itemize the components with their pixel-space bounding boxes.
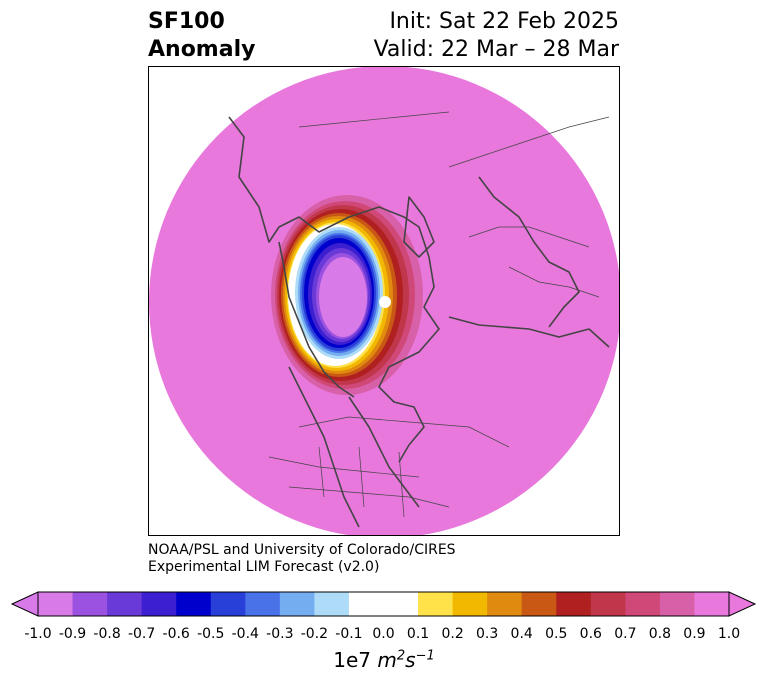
colorbar-tick-label: -0.8 [93,626,121,642]
colorbar-cell [521,592,557,616]
colorbar-tick-label: 0.6 [579,626,602,642]
colorbar-cell [659,592,695,616]
coastlines [228,116,610,528]
colorbar-tick-label: -0.3 [266,626,294,642]
border-asia-1 [448,116,610,168]
colorbar-cell [107,592,143,616]
map-title-left: SF100 Anomaly [148,8,255,64]
border-us-canada [298,416,510,448]
colorbar-cell [418,592,454,616]
colorbar-tick-label: -0.1 [335,626,363,642]
colorbar-cell [314,592,350,616]
init-date-label: Init: Sat 22 Feb 2025 [389,9,619,34]
credit-text: NOAA/PSL and University of Colorado/CIRE… [148,542,456,576]
colorbar-tick-label: -0.9 [58,626,87,642]
colorbar-tick-label: 0.3 [476,626,499,642]
map-panel [148,66,620,536]
border-asia-2 [298,111,450,128]
colorbar-extend-min [10,591,39,617]
colorbar-cell [625,592,661,616]
border-europe-2 [508,266,600,298]
colorbar-tick-label: 0.7 [614,626,637,642]
credit-line-1: NOAA/PSL and University of Colorado/CIRE… [148,542,456,558]
colorbar-tick-label: 0.2 [441,626,464,642]
colorbar-extend-max [728,591,757,617]
colorbar [10,591,757,617]
coastline-north [228,116,440,463]
border-states-2 [288,486,450,508]
colorbar-tick-label: -0.7 [127,626,156,642]
colorbar-cell [487,592,523,616]
north-pole-marker [379,296,391,308]
valid-range-label: Valid: 22 Mar – 28 Mar [373,37,619,62]
colorbar-tick-label: -0.6 [162,626,190,642]
units-exp2: −1 [415,648,435,664]
coastline-europe [448,316,610,348]
colorbar-cell [383,592,419,616]
credit-line-2: Experimental LIM Forecast (v2.0) [148,559,380,575]
colorbar-tick-label: 0.9 [683,626,706,642]
colorbar-cell [245,592,281,616]
colorbar-cell [141,592,177,616]
colorbar-cell [452,592,488,616]
colorbar-tick-label: 0.1 [406,626,430,642]
colorbar-tick-label: -0.4 [231,626,259,642]
colorbar-tick-label: 0.0 [372,626,395,642]
colorbar-tick-label: -1.0 [24,626,52,642]
colorbar-cell [694,592,730,616]
anomaly-center [319,257,367,337]
border-states-1 [268,456,420,478]
coastline-south [348,396,420,508]
colorbar-tick-label: -0.2 [300,626,329,642]
border-europe-1 [468,226,590,248]
units-main: m [377,648,397,672]
colorbar-cells [38,592,730,616]
colorbar-ticks: -1.0 -0.9 -0.8 -0.7 -0.6 -0.5 -0.4 -0.3 -0.2 -0.1… [0,626,768,646]
anomaly-field [149,67,619,535]
colorbar-units: 1e7 m2s−1 [0,648,768,672]
polar-map [149,67,619,535]
units-exp1: 2 [396,648,406,664]
units-prefix: 1e7 [333,648,378,672]
colorbar-tick-label: -0.5 [197,626,225,642]
field-type-label: Anomaly [148,37,256,62]
colorbar-cell [556,592,592,616]
colorbar-cell [348,592,384,616]
colorbar-cell [590,592,626,616]
coastline-greenland [403,196,435,258]
colorbar-cell [210,592,246,616]
colorbar-tick-label: 0.4 [510,626,533,642]
colorbar-cell [176,592,212,616]
coastline-eurasia [478,176,580,328]
coastline-west [278,241,355,398]
colorbar-outline [37,591,730,617]
colorbar-cell [279,592,315,616]
colorbar-cell [72,592,108,616]
country-borders [268,111,610,518]
colorbar-tick-label: 0.5 [545,626,568,642]
colorbar-tick-label: 0.8 [648,626,672,642]
colorbar-cell [38,592,74,616]
variable-label: SF100 [148,9,225,34]
units-mid: s [405,648,416,672]
border-states-3 [318,446,405,518]
coastline-pacific [288,366,360,528]
colorbar-tick-label: 1.0 [717,626,741,642]
map-title-right: Init: Sat 22 Feb 2025 Valid: 22 Mar – 28… [374,8,619,64]
